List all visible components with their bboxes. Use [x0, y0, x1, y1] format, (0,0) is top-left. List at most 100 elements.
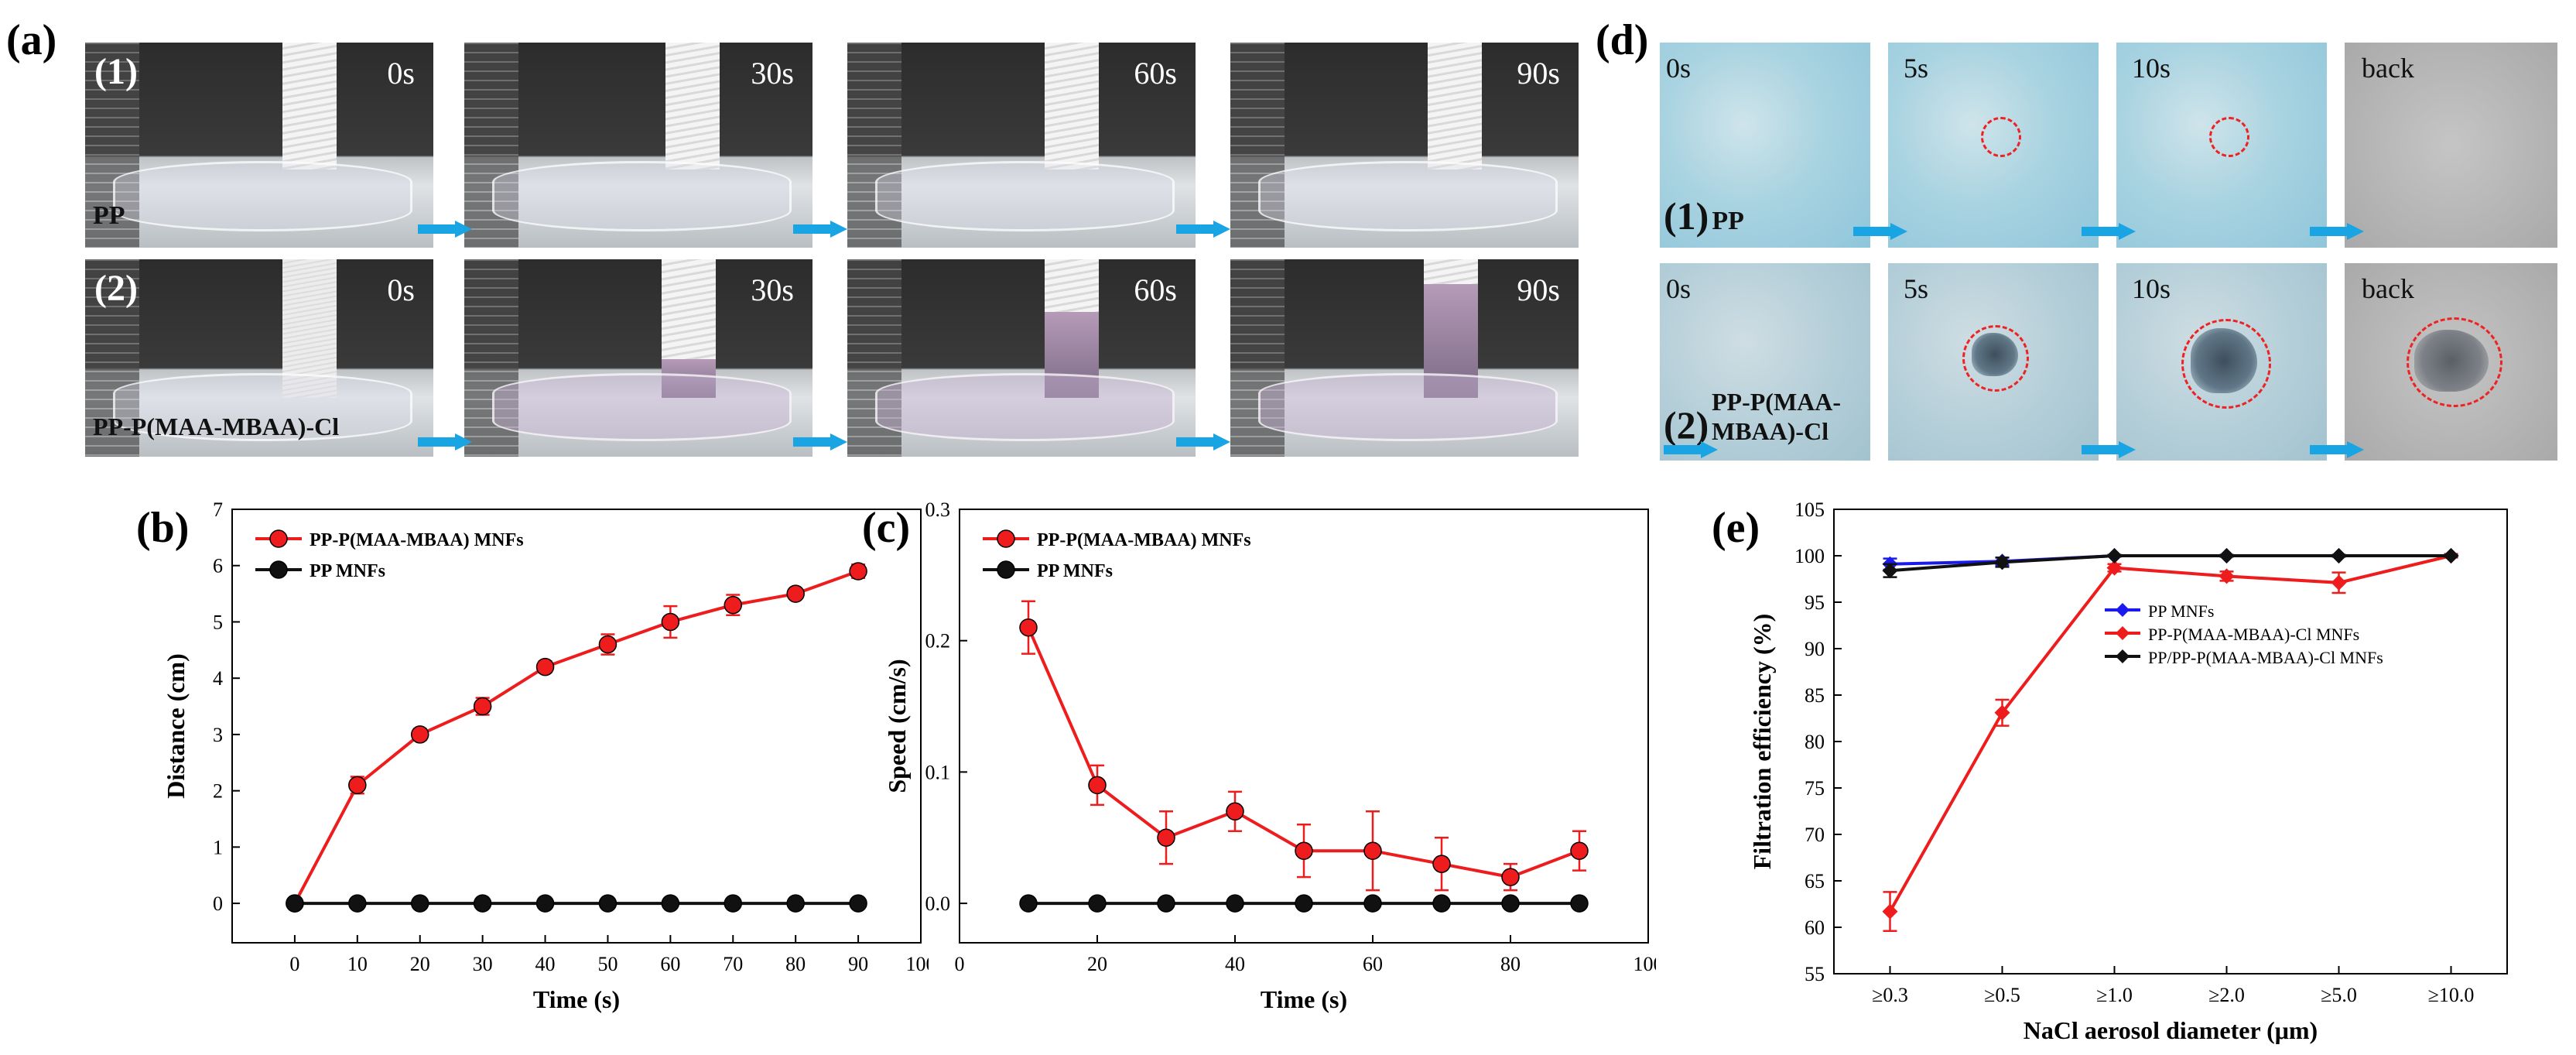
y-tick-label: 60: [1805, 916, 1825, 939]
y-tick-label: 105: [1794, 502, 1825, 521]
sample-label: PP-P(MAA-MBAA)-Cl: [93, 413, 340, 440]
x-tick-label: 40: [1225, 953, 1245, 975]
data-point: [661, 612, 680, 632]
data-point: [2331, 548, 2347, 563]
x-tick-label: 30: [473, 953, 493, 975]
y-tick-label: 2: [213, 780, 223, 803]
arrow-right-icon: [1176, 433, 1230, 450]
y-tick-label: 80: [1805, 731, 1825, 753]
data-point: [348, 776, 367, 795]
time-label: 10s: [2132, 53, 2171, 84]
y-tick-label: 55: [1805, 963, 1825, 985]
sample-label-line2: MBAA)-Cl: [1712, 417, 1829, 445]
y-tick-label: 95: [1805, 591, 1825, 614]
x-tick-label: 80: [1500, 953, 1521, 975]
panel-label-d: (d): [1596, 16, 1649, 64]
y-tick-label: 65: [1805, 870, 1825, 892]
data-point: [1157, 828, 1175, 847]
legend-marker: [2116, 626, 2130, 640]
row-label-d2: (2): [1664, 402, 1709, 447]
data-point: [2106, 560, 2123, 576]
photo-a1-90s: 90s: [1230, 43, 1579, 248]
x-tick-label: 40: [535, 953, 556, 975]
y-tick-label: 85: [1805, 684, 1825, 707]
photo-a2-30s: 30s: [464, 259, 812, 457]
photo-d2-back: back: [2345, 263, 2557, 461]
y-tick-label: 0.2: [925, 630, 951, 653]
photo-d2-5s: 5s: [1888, 263, 2099, 461]
arrow-right-icon: [2082, 441, 2136, 458]
data-point: [410, 894, 429, 913]
x-axis-label: Time (s): [533, 985, 620, 1013]
data-point: [724, 894, 743, 913]
x-axis-label: NaCl aerosol diameter (μm): [2024, 1016, 2318, 1044]
data-point: [1432, 855, 1451, 873]
row-index: (1): [1664, 194, 1709, 238]
arrow-right-icon: [793, 433, 847, 450]
photo-d2-0s: 0s: [1660, 263, 1870, 461]
legend-marker: [269, 529, 288, 548]
arrow-right-icon: [1664, 441, 1718, 458]
time-label: back: [2362, 273, 2414, 304]
y-tick-label: 90: [1805, 638, 1825, 660]
time-label: 0s: [1666, 53, 1692, 84]
data-point: [2219, 568, 2235, 584]
data-point: [473, 697, 492, 716]
legend-label: PP MNFs: [2148, 601, 2214, 621]
y-tick-label: 6: [213, 555, 223, 577]
y-tick-label: 3: [213, 724, 223, 746]
x-tick-label: 100: [1634, 953, 1657, 975]
arrow-right-icon: [2310, 223, 2364, 240]
photo-a2-60s: 60s: [847, 259, 1196, 457]
x-tick-label: 70: [723, 953, 743, 975]
x-tick-label: 60: [660, 953, 680, 975]
time-label: 60s: [1134, 56, 1177, 91]
plot-frame: [1833, 509, 2508, 975]
row-index: (1): [94, 51, 138, 92]
arrow-right-icon: [418, 433, 472, 450]
droplet-circle: [2181, 319, 2271, 409]
data-point: [1019, 894, 1038, 913]
data-point: [1088, 894, 1107, 913]
data-point: [1570, 841, 1589, 860]
time-label: 60s: [1134, 272, 1177, 307]
photo-a2-90s: 90s: [1230, 259, 1579, 457]
y-tick-label: 0.3: [925, 502, 951, 521]
x-tick-label: ≥1.0: [2096, 984, 2133, 1006]
x-tick-label: 20: [1087, 953, 1107, 975]
photo-a2-0s: (2) 0s PP-P(MAA-MBAA)-Cl: [85, 259, 433, 457]
data-point: [1019, 618, 1038, 637]
legend-marker: [997, 529, 1015, 548]
data-point: [661, 894, 680, 913]
panel-label-c: (c): [862, 504, 911, 552]
data-point: [1994, 554, 2010, 570]
arrow-right-icon: [418, 221, 472, 238]
data-point: [786, 894, 805, 913]
sample-label: PP: [93, 201, 125, 230]
data-point: [849, 562, 867, 581]
series-line: [1888, 554, 2451, 913]
y-tick-label: 100: [1794, 545, 1825, 567]
data-point: [598, 894, 617, 913]
x-tick-label: 100: [906, 953, 929, 975]
photo-a1-30s: 30s: [464, 43, 812, 248]
x-tick-label: ≥10.0: [2428, 984, 2475, 1006]
x-tick-label: 60: [1363, 953, 1383, 975]
time-label: 90s: [1517, 272, 1560, 307]
data-point: [724, 595, 743, 615]
data-point: [1226, 802, 1244, 821]
y-axis-label: Distance (cm): [162, 653, 190, 798]
data-point: [1363, 841, 1382, 860]
data-point: [1994, 704, 2010, 721]
data-point: [1501, 868, 1520, 886]
time-label: 0s: [387, 56, 415, 91]
series-line: [293, 570, 859, 905]
arrow-right-icon: [2310, 441, 2364, 458]
droplet-circle: [2407, 317, 2502, 407]
legend-marker: [2116, 603, 2130, 617]
data-point: [2331, 574, 2347, 591]
row-index: (2): [1664, 403, 1709, 447]
data-point: [1432, 894, 1451, 913]
legend-label: PP-P(MAA-MBAA)-Cl MNFs: [2148, 625, 2359, 644]
droplet-circle: [1962, 325, 2029, 392]
